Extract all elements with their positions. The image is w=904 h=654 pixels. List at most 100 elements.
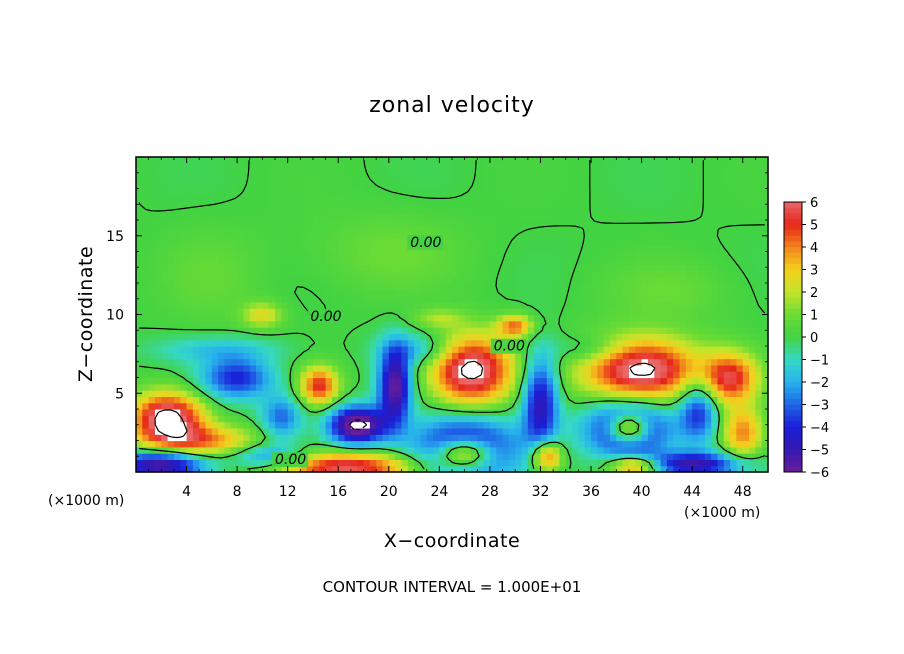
heatmap-cell bbox=[300, 440, 308, 448]
heatmap-cell bbox=[489, 226, 497, 234]
heatmap-cell bbox=[591, 383, 598, 391]
heatmap-cell bbox=[142, 383, 150, 391]
heatmap-cell bbox=[256, 402, 263, 410]
heatmap-cell bbox=[262, 377, 270, 385]
heatmap-cell bbox=[736, 377, 744, 385]
heatmap-cell bbox=[578, 188, 586, 196]
heatmap-cell bbox=[237, 157, 245, 164]
heatmap-cell bbox=[660, 232, 668, 240]
heatmap-cell bbox=[395, 364, 403, 372]
heatmap-cell bbox=[660, 377, 668, 385]
heatmap-cell bbox=[616, 169, 624, 177]
heatmap-cell bbox=[673, 308, 681, 316]
heatmap-cell bbox=[173, 327, 181, 334]
heatmap-cell bbox=[603, 194, 611, 202]
heatmap-cell bbox=[565, 220, 573, 227]
heatmap-cell bbox=[647, 270, 655, 278]
heatmap-cell bbox=[420, 377, 428, 385]
heatmap-cell bbox=[211, 314, 219, 322]
heatmap-cell bbox=[540, 390, 548, 397]
heatmap-cell bbox=[237, 339, 245, 347]
heatmap-cell bbox=[407, 188, 415, 196]
heatmap-cell bbox=[281, 320, 289, 328]
heatmap-cell bbox=[287, 427, 295, 435]
heatmap-cell bbox=[515, 402, 523, 410]
heatmap-cell bbox=[363, 276, 371, 284]
heatmap-cell bbox=[224, 320, 232, 328]
heatmap-cell bbox=[363, 264, 371, 271]
heatmap-cell bbox=[142, 188, 150, 196]
heatmap-cell bbox=[698, 264, 706, 271]
heatmap-cell bbox=[281, 465, 289, 473]
heatmap-cell bbox=[673, 245, 681, 253]
heatmap-cell bbox=[704, 377, 712, 385]
heatmap-cell bbox=[331, 276, 339, 284]
heatmap-cell bbox=[502, 182, 510, 190]
heatmap-cell bbox=[540, 396, 548, 404]
heatmap-cell bbox=[508, 175, 516, 183]
heatmap-cell bbox=[426, 226, 434, 234]
heatmap-cell bbox=[742, 440, 750, 448]
heatmap-cell bbox=[205, 459, 213, 467]
heatmap-cell bbox=[388, 182, 396, 190]
heatmap-cell bbox=[749, 207, 756, 215]
heatmap-cell bbox=[426, 339, 434, 347]
heatmap-cell bbox=[597, 383, 605, 391]
heatmap-cell bbox=[477, 251, 485, 259]
heatmap-cell bbox=[262, 226, 270, 234]
heatmap-cell bbox=[673, 264, 681, 271]
heatmap-cell bbox=[262, 352, 270, 360]
heatmap-cell bbox=[647, 434, 655, 442]
heatmap-cell bbox=[654, 434, 662, 442]
heatmap-cell bbox=[388, 453, 396, 460]
heatmap-cell bbox=[363, 320, 371, 328]
heatmap-cell bbox=[401, 295, 409, 303]
heatmap-cell bbox=[426, 163, 434, 171]
heatmap-cell bbox=[199, 238, 207, 246]
heatmap-cell bbox=[363, 232, 371, 240]
heatmap-cell bbox=[749, 220, 756, 227]
heatmap-cell bbox=[369, 201, 377, 208]
heatmap-cell bbox=[357, 327, 365, 334]
heatmap-cell bbox=[679, 358, 687, 366]
heatmap-cell bbox=[218, 308, 226, 316]
heatmap-cell bbox=[167, 283, 175, 290]
heatmap-cell bbox=[591, 459, 598, 467]
heatmap-cell bbox=[142, 446, 150, 454]
heatmap-cell bbox=[439, 459, 447, 467]
heatmap-cell bbox=[363, 163, 371, 171]
heatmap-cell bbox=[464, 301, 472, 309]
heatmap-cell bbox=[344, 333, 352, 341]
heatmap-cell bbox=[420, 396, 428, 404]
heatmap-cell bbox=[331, 364, 339, 372]
heatmap-cell bbox=[755, 402, 763, 410]
heatmap-cell bbox=[711, 194, 719, 202]
heatmap-cell bbox=[414, 308, 421, 316]
heatmap-cell bbox=[749, 352, 756, 360]
heatmap-cell bbox=[553, 213, 561, 221]
heatmap-cell bbox=[173, 157, 181, 164]
heatmap-cell bbox=[401, 440, 409, 448]
heatmap-cell bbox=[641, 352, 649, 360]
heatmap-cell bbox=[692, 163, 700, 171]
heatmap-cell bbox=[325, 232, 333, 240]
heatmap-cell bbox=[521, 163, 529, 171]
heatmap-cell bbox=[445, 459, 453, 467]
heatmap-cell bbox=[628, 238, 636, 246]
heatmap-cell bbox=[647, 446, 655, 454]
heatmap-cell bbox=[452, 194, 459, 202]
heatmap-cell bbox=[357, 371, 365, 379]
heatmap-cell bbox=[546, 157, 554, 164]
heatmap-cell bbox=[502, 409, 510, 416]
heatmap-cell bbox=[452, 339, 459, 347]
heatmap-cell bbox=[610, 270, 617, 278]
heatmap-cell bbox=[572, 175, 579, 183]
heatmap-cell bbox=[407, 264, 415, 271]
heatmap-cell bbox=[647, 301, 655, 309]
heatmap-cell bbox=[142, 220, 150, 227]
heatmap-cell bbox=[154, 220, 162, 227]
heatmap-cell bbox=[742, 207, 750, 215]
heatmap-cell bbox=[736, 220, 744, 227]
heatmap-cell bbox=[540, 194, 548, 202]
heatmap-cell bbox=[654, 415, 662, 423]
